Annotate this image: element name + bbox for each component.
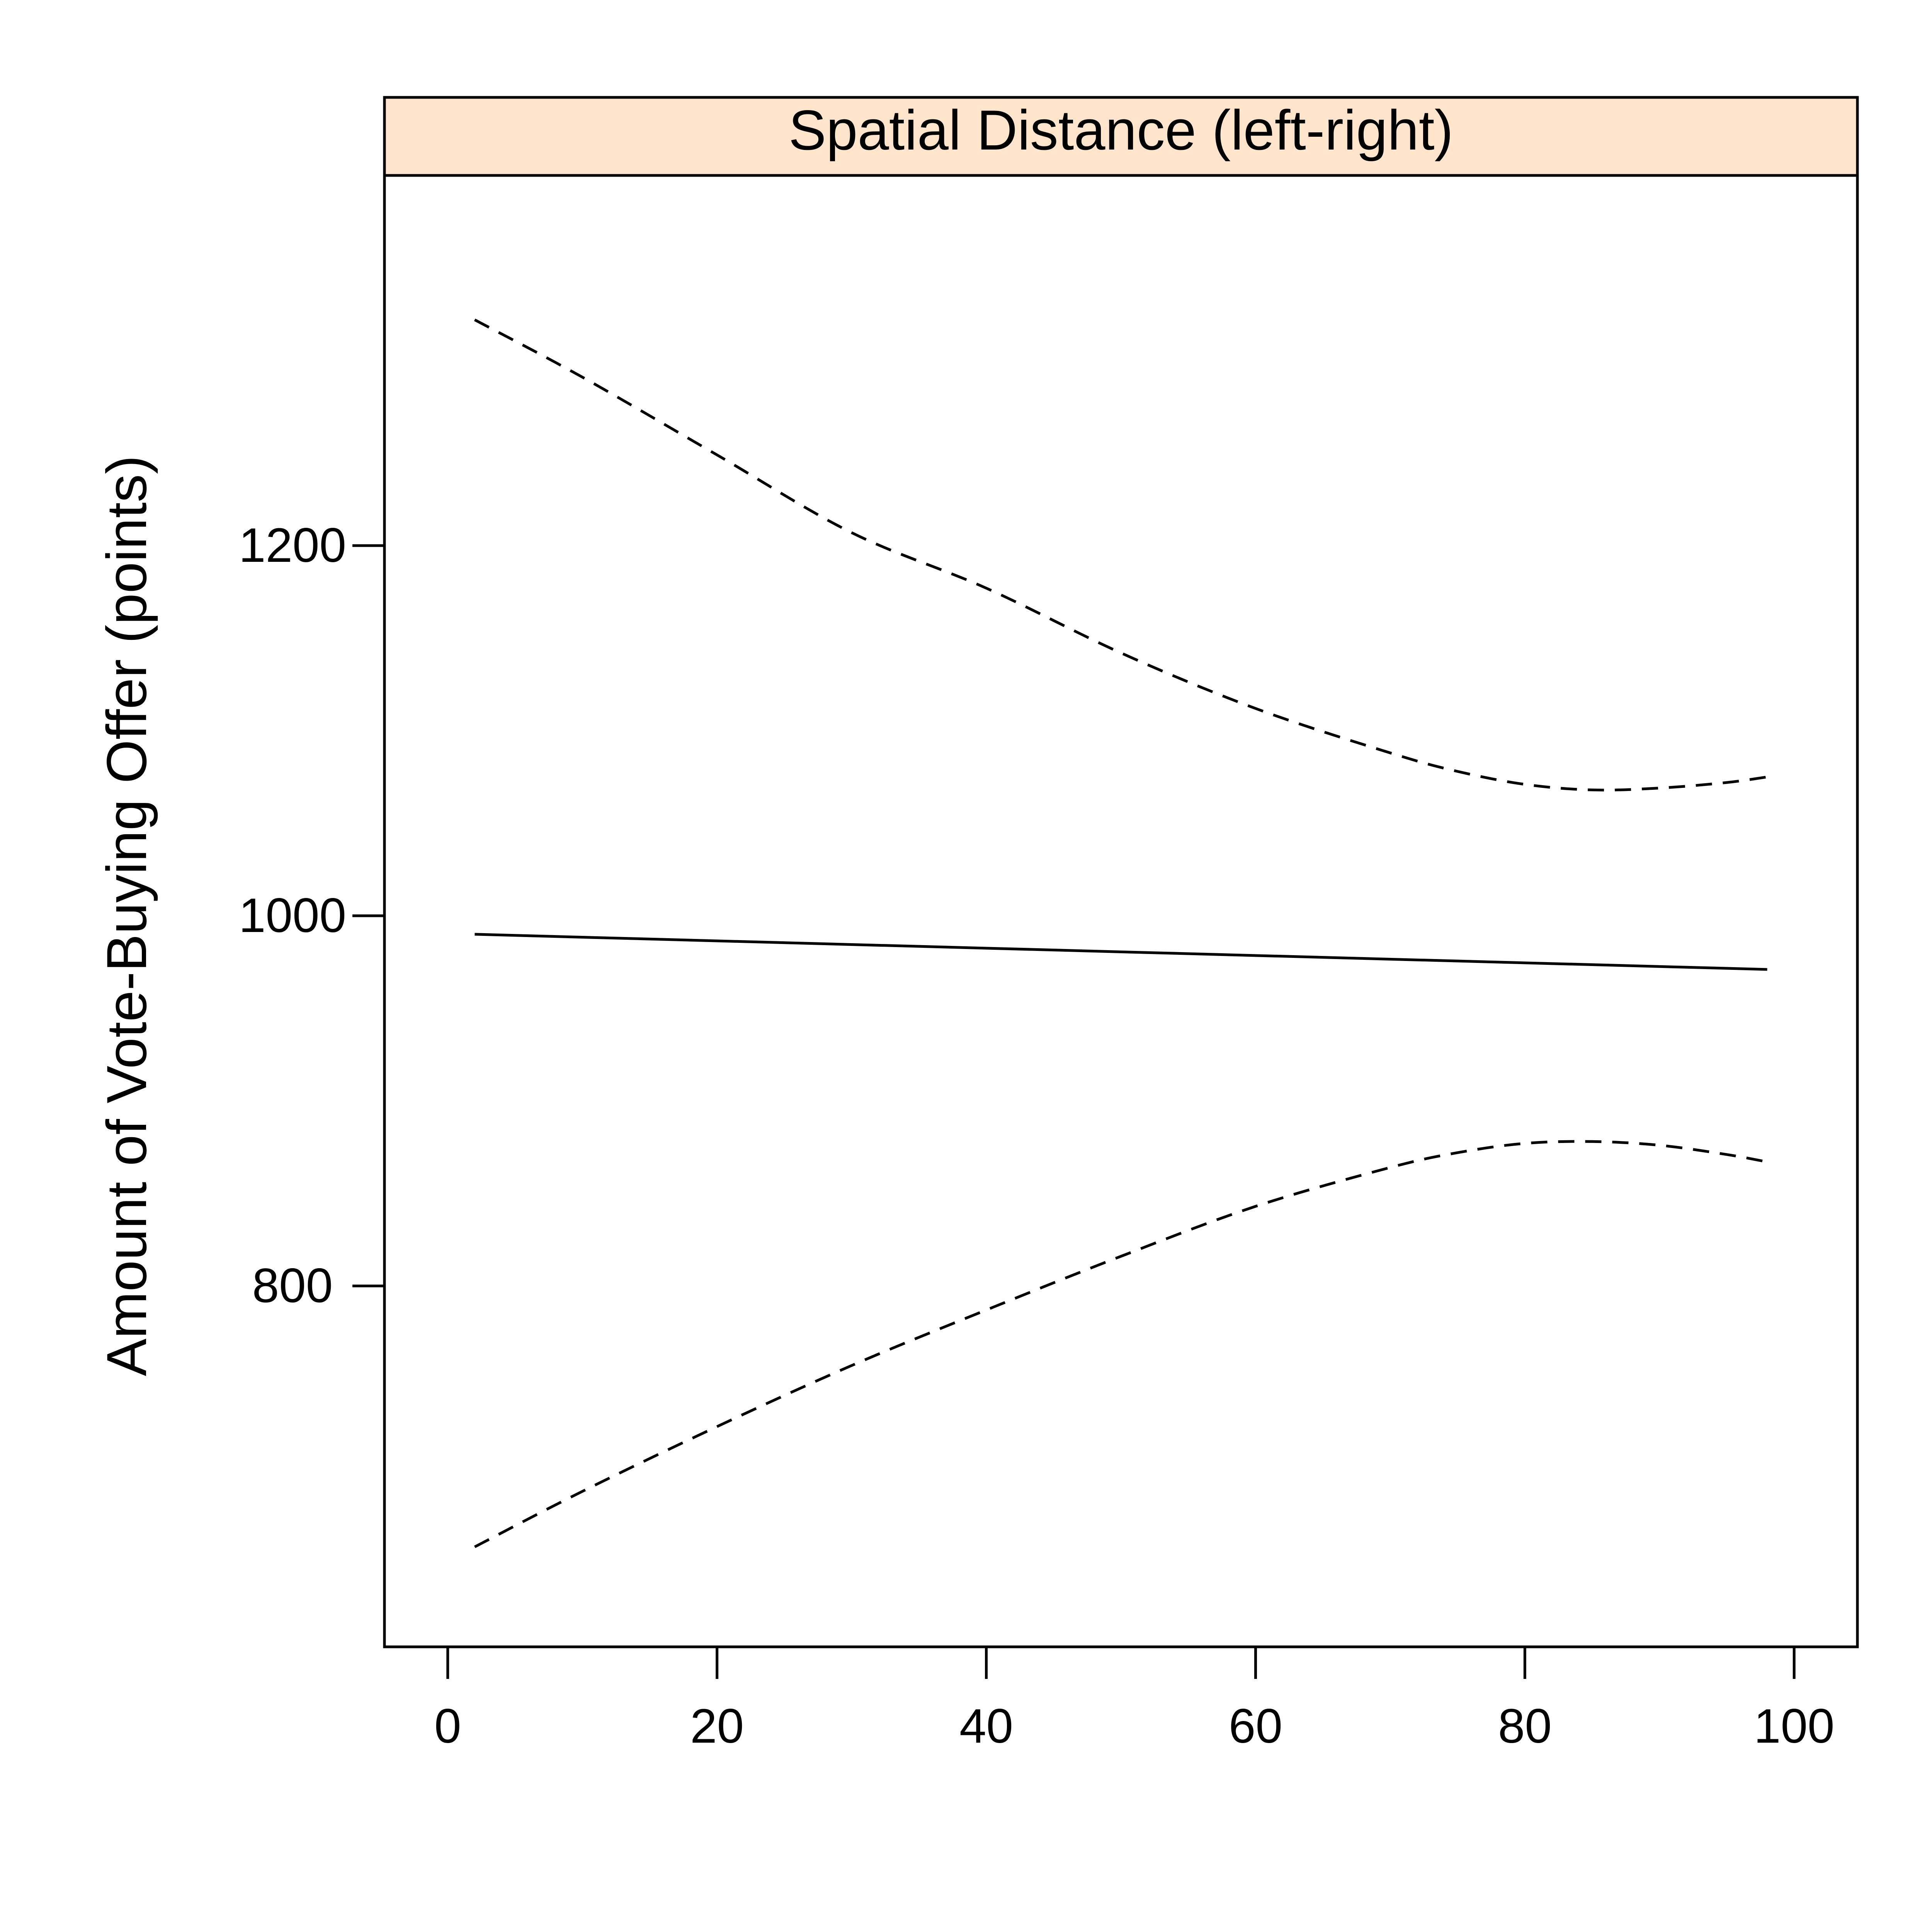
x-tick-label: 40 bbox=[959, 1699, 1013, 1753]
x-tick-label: 80 bbox=[1498, 1699, 1552, 1753]
x-tick-label: 100 bbox=[1754, 1699, 1835, 1753]
lower-bound-line bbox=[474, 1140, 1768, 1548]
x-tick-label: 20 bbox=[690, 1699, 744, 1753]
y-tick-label: 1200 bbox=[239, 519, 346, 572]
y-tick-label: 800 bbox=[252, 1259, 333, 1313]
y-axis-title: Amount of Vote-Buying Offer (points) bbox=[95, 455, 158, 1376]
plot-panel bbox=[383, 174, 1859, 1648]
y-tick-label: 1000 bbox=[239, 889, 346, 942]
series-layer bbox=[474, 318, 1768, 1548]
x-axis-ticks: 0 20 40 60 80 100 bbox=[434, 1647, 1835, 1753]
estimate-line bbox=[474, 933, 1767, 971]
strip-background bbox=[383, 96, 1859, 177]
y-axis-ticks: 800 1000 1200 bbox=[239, 519, 384, 1313]
strip-title: Spatial Distance (left-right) bbox=[789, 99, 1453, 162]
x-tick-label: 60 bbox=[1229, 1699, 1282, 1753]
x-tick-label: 0 bbox=[434, 1699, 461, 1753]
upper-bound-line bbox=[474, 318, 1767, 792]
